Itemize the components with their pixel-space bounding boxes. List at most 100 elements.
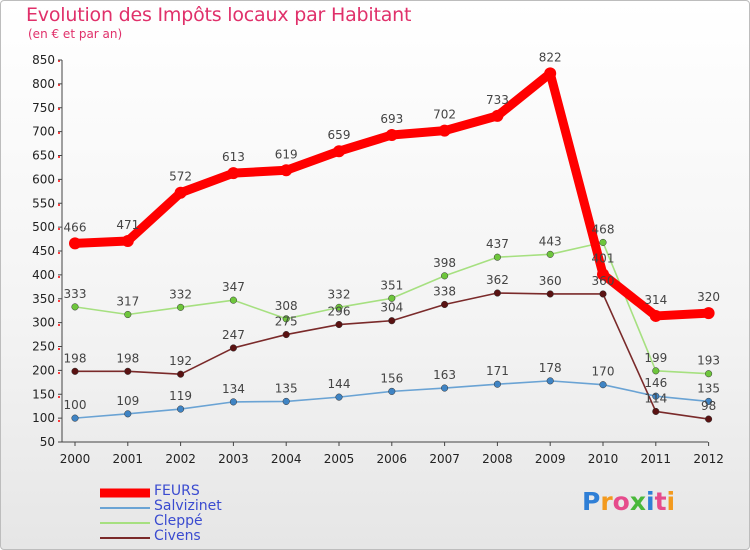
data-label: 156 bbox=[380, 371, 403, 385]
data-label: 437 bbox=[486, 237, 509, 251]
data-point bbox=[124, 367, 132, 375]
data-label: 332 bbox=[328, 287, 351, 301]
data-point bbox=[705, 397, 713, 405]
x-tick-label: 2000 bbox=[60, 452, 91, 466]
data-point bbox=[438, 124, 451, 137]
data-point bbox=[493, 380, 501, 388]
y-tick-label: 850 bbox=[32, 53, 55, 67]
data-point bbox=[493, 253, 501, 261]
logo-letter: P bbox=[582, 487, 601, 516]
data-point bbox=[702, 307, 715, 320]
data-point bbox=[599, 290, 607, 298]
legend-item-feurs: FEURS bbox=[100, 483, 320, 500]
data-point bbox=[71, 303, 79, 311]
data-label: 193 bbox=[697, 354, 720, 368]
legend-label: Salvizinet bbox=[154, 498, 222, 514]
data-point bbox=[546, 377, 554, 385]
legend: FEURS Salvizinet Cleppé Civens bbox=[100, 483, 320, 545]
y-tick-label: 500 bbox=[32, 220, 55, 234]
data-label: 171 bbox=[486, 364, 509, 378]
data-label: 146 bbox=[644, 376, 667, 390]
data-label: 466 bbox=[64, 220, 87, 234]
x-tick-label: 2003 bbox=[218, 452, 249, 466]
legend-swatch bbox=[100, 521, 150, 524]
logo-letter: r bbox=[600, 487, 613, 516]
legend-item-cleppé: Cleppé bbox=[100, 513, 320, 530]
legend-label: Cleppé bbox=[154, 513, 203, 529]
y-tick-label: 150 bbox=[32, 387, 55, 401]
data-label: 178 bbox=[539, 361, 562, 375]
data-label: 314 bbox=[644, 293, 667, 307]
data-point bbox=[597, 268, 609, 281]
data-point bbox=[441, 300, 449, 309]
data-label: 347 bbox=[222, 280, 245, 294]
data-point bbox=[652, 407, 660, 415]
data-label: 198 bbox=[64, 351, 87, 365]
data-label: 572 bbox=[169, 170, 192, 184]
data-label: 308 bbox=[275, 299, 298, 313]
data-point bbox=[121, 234, 134, 247]
data-point bbox=[599, 238, 607, 246]
data-label: 443 bbox=[539, 234, 562, 248]
data-point bbox=[282, 397, 290, 405]
y-tick-label: 300 bbox=[32, 316, 55, 330]
x-tick-label: 2004 bbox=[271, 452, 302, 466]
data-point bbox=[652, 392, 660, 400]
data-point bbox=[333, 145, 345, 158]
data-point bbox=[491, 109, 504, 122]
x-tick-label: 2009 bbox=[535, 452, 566, 466]
data-label: 198 bbox=[116, 351, 139, 365]
logo-letter: i bbox=[666, 487, 676, 516]
data-point bbox=[280, 164, 293, 177]
data-point bbox=[229, 398, 237, 406]
data-point bbox=[385, 128, 398, 141]
legend-swatch bbox=[100, 506, 150, 509]
legend-item-civens: Civens bbox=[100, 528, 320, 545]
x-tick-label: 2007 bbox=[429, 452, 460, 466]
data-label: 362 bbox=[486, 273, 509, 287]
data-label: 317 bbox=[116, 295, 139, 309]
data-label: 247 bbox=[222, 328, 245, 342]
data-label: 733 bbox=[486, 93, 509, 107]
logo-letter: i bbox=[646, 487, 655, 516]
data-label: 320 bbox=[697, 290, 720, 304]
x-tick-label: 2011 bbox=[641, 452, 672, 466]
data-label: 275 bbox=[275, 315, 298, 329]
x-tick-label: 2001 bbox=[113, 452, 144, 466]
data-point bbox=[71, 414, 79, 422]
data-point bbox=[705, 370, 713, 378]
y-tick-label: 50 bbox=[40, 435, 55, 449]
data-label: 163 bbox=[433, 368, 456, 382]
data-label: 119 bbox=[169, 389, 192, 403]
data-point bbox=[335, 393, 343, 401]
data-label: 471 bbox=[116, 218, 139, 232]
data-point bbox=[177, 370, 185, 378]
data-label: 613 bbox=[222, 150, 245, 164]
x-tick-label: 2008 bbox=[482, 452, 513, 466]
chart-subtitle: (en € et par an) bbox=[28, 27, 123, 41]
y-tick-label: 250 bbox=[32, 340, 55, 354]
data-point bbox=[229, 344, 237, 352]
data-label: 304 bbox=[380, 301, 403, 315]
data-point bbox=[177, 303, 185, 311]
x-tick-label: 2010 bbox=[588, 452, 619, 466]
data-point bbox=[124, 410, 132, 418]
data-label: 144 bbox=[328, 377, 351, 391]
data-point bbox=[544, 67, 557, 80]
data-point bbox=[335, 303, 343, 311]
data-label: 619 bbox=[275, 147, 298, 161]
data-label: 109 bbox=[116, 394, 139, 408]
data-point bbox=[124, 310, 132, 319]
legend-label: Civens bbox=[154, 528, 201, 544]
data-point bbox=[69, 237, 81, 250]
y-tick-label: 700 bbox=[32, 125, 55, 139]
data-point bbox=[177, 405, 185, 413]
data-point bbox=[388, 387, 396, 395]
y-tick-label: 200 bbox=[32, 363, 55, 377]
data-label: 114 bbox=[644, 391, 667, 405]
data-point bbox=[441, 384, 449, 392]
y-tick-label: 800 bbox=[32, 77, 55, 91]
chart-title: Evolution des Impôts locaux par Habitant bbox=[26, 4, 412, 26]
data-label: 360 bbox=[592, 274, 615, 288]
